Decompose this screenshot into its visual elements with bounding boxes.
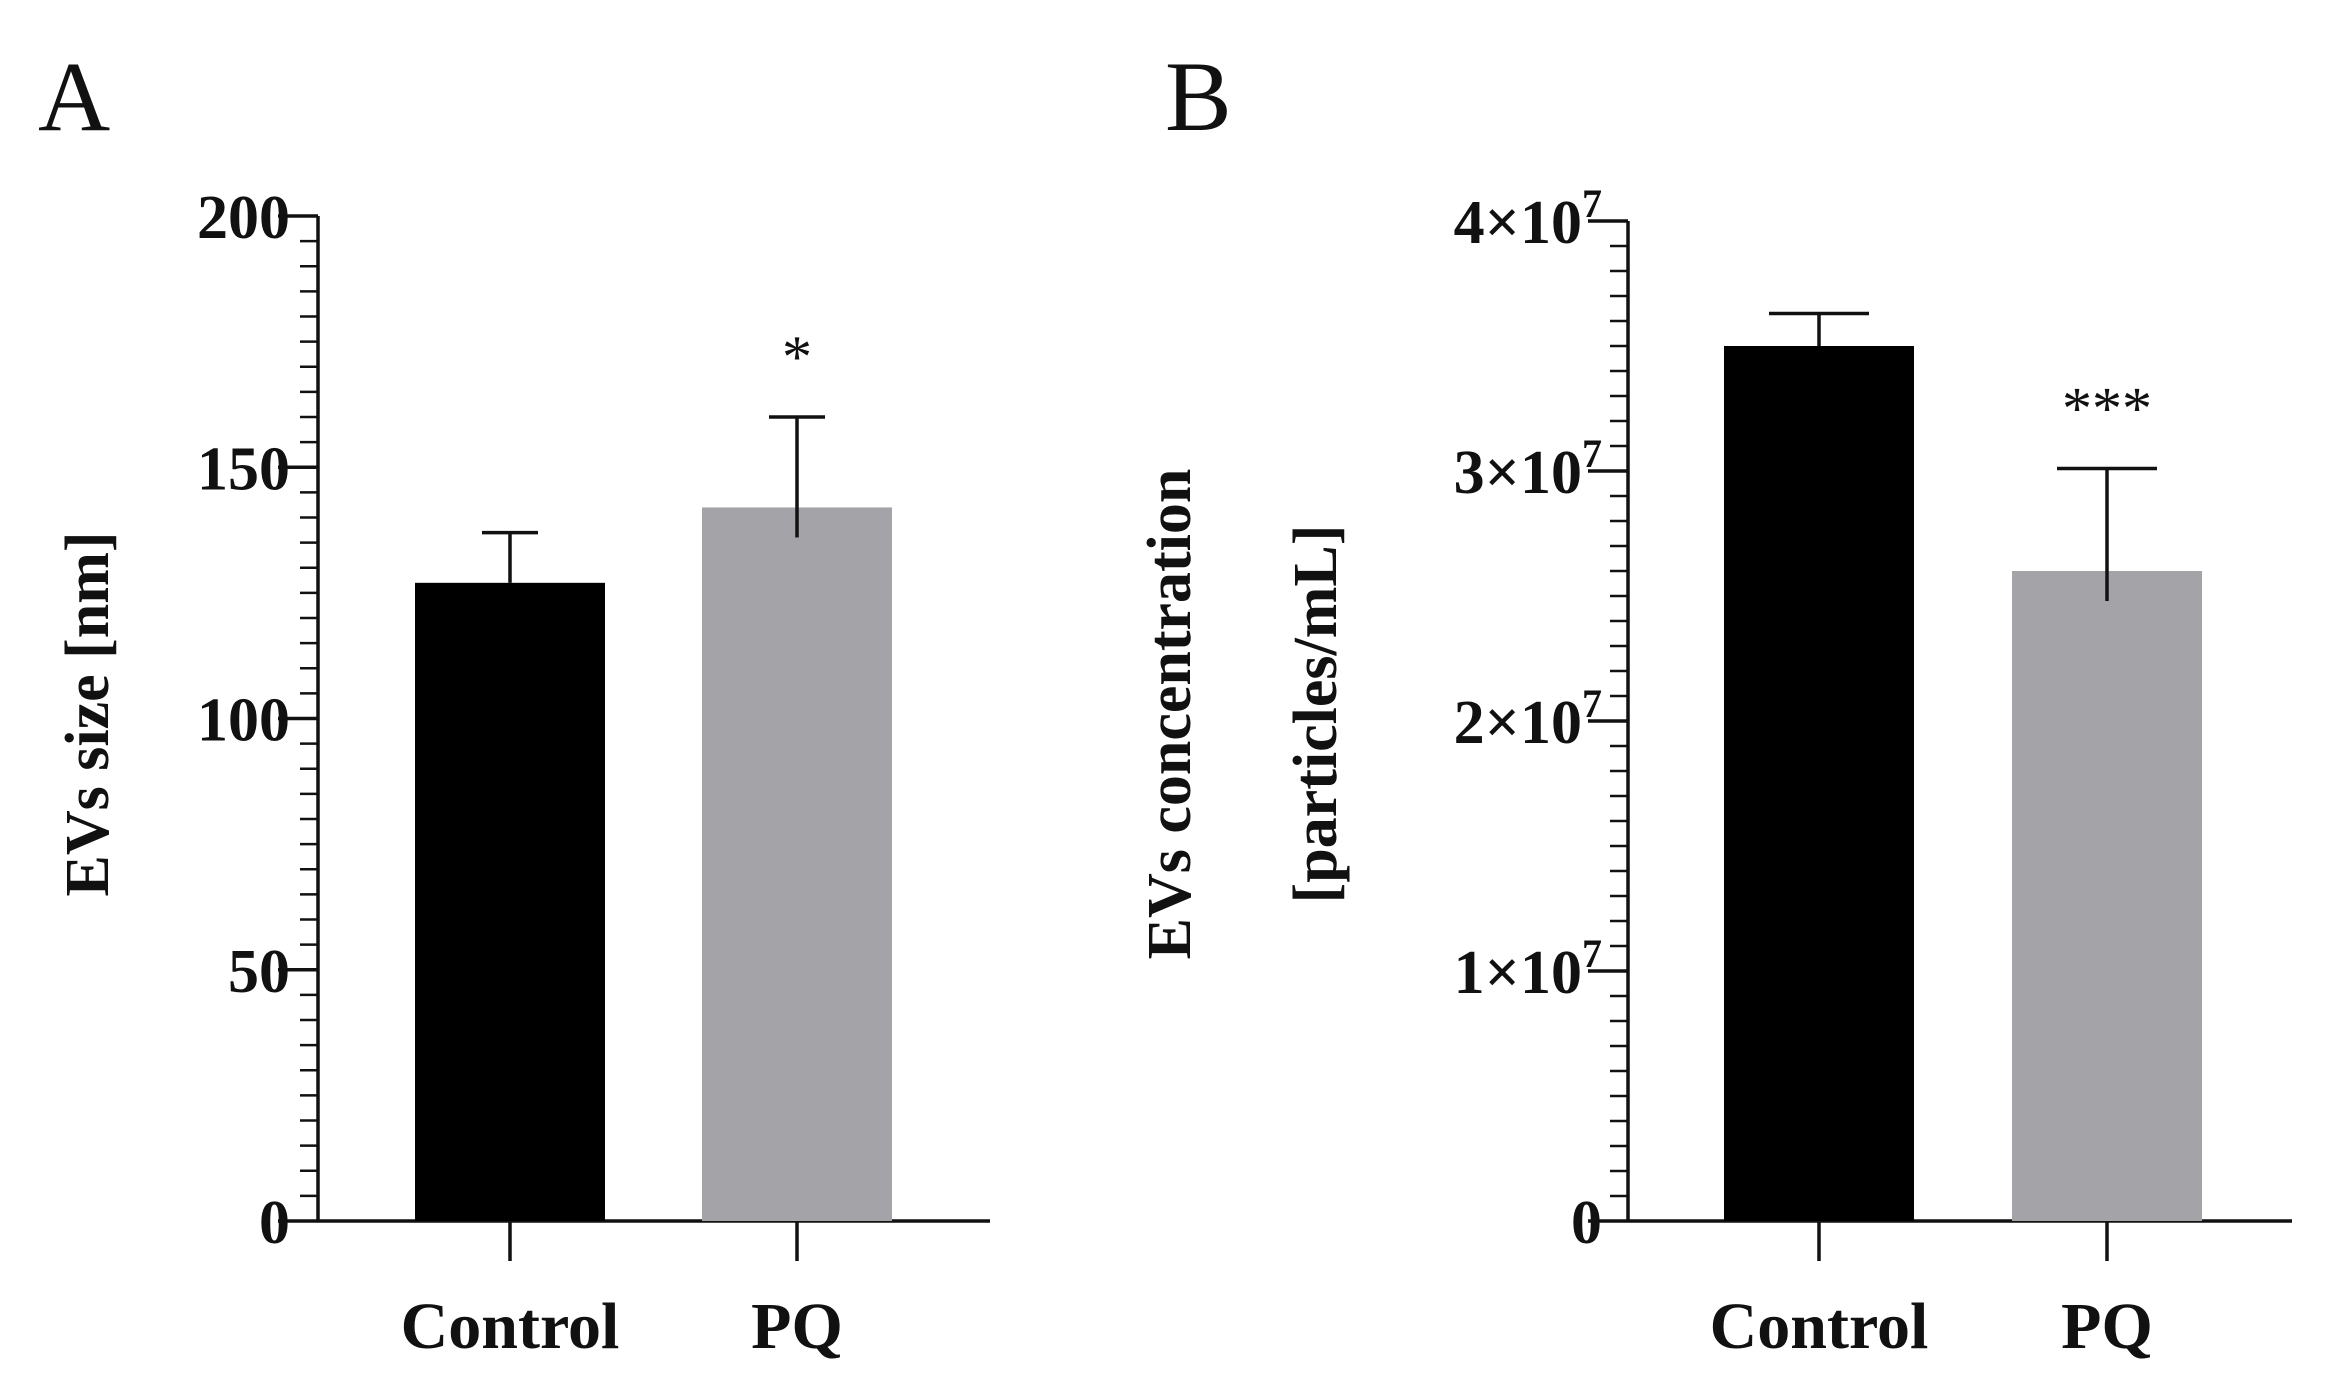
y-tick-label: 2×107 <box>1454 681 1602 757</box>
y-tick-label: 50 <box>228 938 290 1006</box>
y-tick-label: 3×107 <box>1454 431 1602 507</box>
panel-a-letter: A <box>38 41 110 152</box>
y-tick-label: 0 <box>259 1189 290 1257</box>
x-category-label: Control <box>401 1290 620 1363</box>
significance-mark: *** <box>2062 376 2152 442</box>
y-tick-label: 0 <box>1571 1189 1602 1257</box>
y-tick-label: 100 <box>197 687 290 755</box>
panel-b-chart: B 0 1×107 2×107 3×107 4×107 Control PQ *** EVs c… <box>1136 41 2292 1363</box>
bar-pq <box>2012 571 2202 1221</box>
panel-b-letter: B <box>1165 41 1232 152</box>
y-tick-label: 4×107 <box>1454 181 1602 257</box>
y-tick-label: 1×107 <box>1454 931 1602 1007</box>
x-category-label: PQ <box>2061 1290 2153 1363</box>
y-axis-title-line-2: [particles/mL] <box>1282 525 1350 904</box>
significance-mark: * <box>782 324 812 390</box>
x-category-label: PQ <box>751 1290 843 1363</box>
bar-control <box>415 582 605 1221</box>
bar-pq <box>702 507 892 1221</box>
y-axis-title-line-1: EVs concentration <box>1136 469 1204 960</box>
x-category-label: Control <box>1710 1290 1929 1363</box>
y-tick-label: 150 <box>197 435 290 503</box>
bar-control <box>1724 346 1914 1221</box>
panel-a-chart: A 0 50 100 150 200 Control PQ * EVs size [nm] <box>38 41 990 1363</box>
y-axis-title: EVs size [nm] <box>54 531 122 896</box>
y-tick-label: 200 <box>197 184 290 252</box>
